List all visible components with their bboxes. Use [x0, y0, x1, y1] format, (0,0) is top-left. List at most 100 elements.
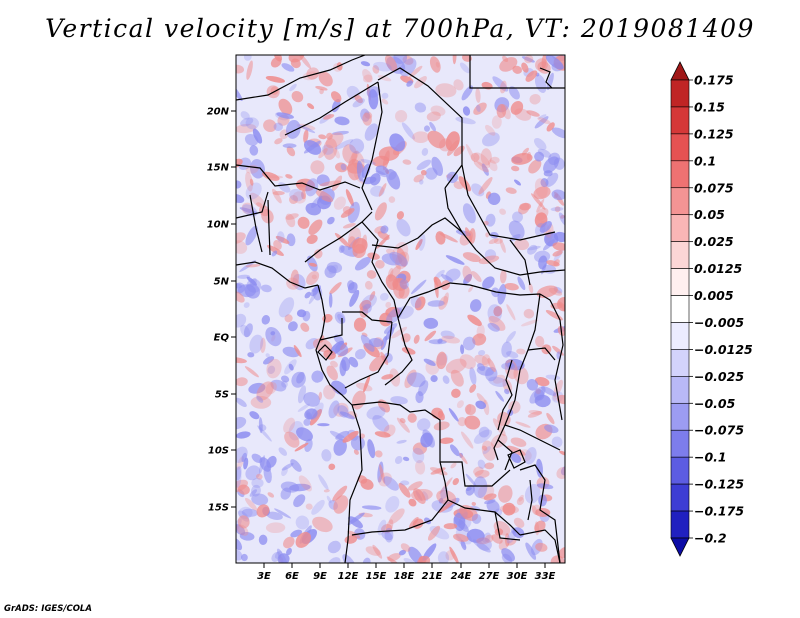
downward-motion-cell — [462, 203, 476, 224]
downward-motion-cell — [402, 456, 410, 462]
upward-motion-cell — [284, 314, 293, 323]
downward-motion-cell — [354, 349, 366, 360]
upward-motion-cell — [535, 58, 548, 72]
downward-motion-cell — [252, 128, 263, 144]
downward-motion-cell — [281, 380, 288, 388]
downward-motion-cell — [273, 122, 283, 132]
upward-motion-cell — [450, 369, 464, 387]
downward-motion-cell — [251, 493, 269, 506]
downward-motion-cell — [316, 174, 330, 187]
upward-motion-cell — [496, 104, 507, 118]
upward-motion-cell — [528, 409, 543, 415]
upward-motion-cell — [392, 241, 409, 263]
upward-motion-cell — [516, 348, 526, 355]
downward-motion-cell — [477, 459, 486, 469]
upward-motion-cell — [236, 357, 247, 364]
upward-motion-cell — [464, 404, 476, 416]
downward-motion-cell — [470, 299, 482, 312]
upward-motion-cell — [489, 156, 500, 164]
upward-motion-cell — [473, 466, 484, 476]
downward-motion-cell — [362, 557, 371, 563]
upward-motion-cell — [443, 523, 458, 530]
upward-motion-cell — [445, 358, 467, 374]
upward-motion-cell — [398, 482, 411, 498]
downward-motion-cell — [308, 289, 318, 305]
downward-motion-cell — [245, 117, 259, 130]
downward-motion-cell — [544, 424, 559, 434]
downward-motion-cell — [534, 151, 545, 162]
downward-motion-cell — [513, 179, 522, 186]
downward-motion-cell — [497, 284, 507, 305]
upward-motion-cell — [303, 129, 309, 144]
upward-motion-cell — [497, 411, 511, 427]
upward-motion-cell — [401, 347, 416, 355]
upward-motion-cell — [514, 238, 530, 251]
upward-motion-cell — [312, 516, 333, 533]
upward-motion-cell — [319, 180, 342, 187]
upward-motion-cell — [236, 240, 248, 254]
upward-motion-cell — [336, 62, 343, 71]
downward-motion-cell — [527, 245, 541, 251]
downward-motion-cell — [251, 453, 263, 464]
colorbar-label: −0.1 — [694, 450, 727, 465]
upward-motion-cell — [301, 190, 306, 200]
downward-motion-cell — [487, 192, 501, 206]
downward-motion-cell — [396, 439, 407, 444]
downward-motion-cell — [267, 365, 276, 374]
downward-motion-cell — [241, 508, 258, 517]
upward-motion-cell — [499, 269, 507, 284]
downward-motion-cell — [425, 167, 438, 180]
downward-motion-cell — [295, 515, 310, 530]
upward-motion-cell — [374, 431, 391, 438]
downward-motion-cell — [251, 478, 264, 488]
upward-motion-cell — [478, 177, 493, 195]
upward-motion-cell — [288, 55, 305, 63]
downward-motion-cell — [386, 307, 403, 324]
upward-motion-cell — [476, 537, 490, 545]
downward-motion-cell — [243, 302, 250, 308]
upward-motion-cell — [546, 122, 555, 132]
upward-motion-cell — [413, 334, 420, 344]
upward-motion-cell — [249, 192, 266, 209]
upward-motion-cell — [534, 520, 546, 533]
downward-motion-cell — [287, 321, 298, 332]
upward-motion-cell — [457, 417, 467, 427]
upward-motion-cell — [435, 83, 457, 98]
upward-motion-cell — [450, 462, 457, 469]
upward-motion-cell — [260, 337, 266, 353]
downward-motion-cell — [263, 356, 275, 365]
upward-motion-cell — [488, 238, 499, 245]
upward-motion-cell — [483, 493, 497, 501]
lon-label: 6E — [285, 571, 299, 582]
country-borders — [236, 55, 565, 563]
upward-motion-cell — [465, 143, 476, 163]
downward-motion-cell — [347, 512, 365, 525]
upward-motion-cell — [493, 238, 504, 245]
upward-motion-cell — [314, 249, 323, 259]
upward-motion-cell — [491, 115, 502, 129]
lat-label: EQ — [214, 333, 230, 344]
upward-motion-cell — [553, 379, 564, 398]
downward-motion-cell — [420, 432, 433, 448]
downward-motion-cell — [284, 359, 297, 375]
downward-motion-cell — [368, 337, 384, 348]
downward-motion-cell — [550, 206, 564, 212]
downward-motion-cell — [289, 483, 311, 492]
downward-motion-cell — [495, 390, 505, 402]
downward-motion-cell — [416, 418, 431, 431]
upward-motion-cell — [472, 333, 487, 346]
upward-motion-cell — [285, 213, 296, 228]
upward-motion-cell — [388, 265, 401, 282]
map-frame — [235, 54, 566, 564]
colorbar-bin — [670, 241, 690, 269]
upward-motion-cell — [535, 335, 545, 348]
upward-motion-cell — [292, 191, 307, 204]
upward-motion-cell — [362, 69, 373, 83]
upward-motion-cell — [305, 503, 313, 510]
downward-motion-cell — [304, 438, 313, 453]
upward-motion-cell — [323, 138, 338, 160]
downward-motion-cell — [430, 375, 438, 383]
upward-motion-cell — [294, 442, 309, 452]
upward-motion-cell — [402, 159, 412, 165]
downward-motion-cell — [477, 363, 486, 371]
